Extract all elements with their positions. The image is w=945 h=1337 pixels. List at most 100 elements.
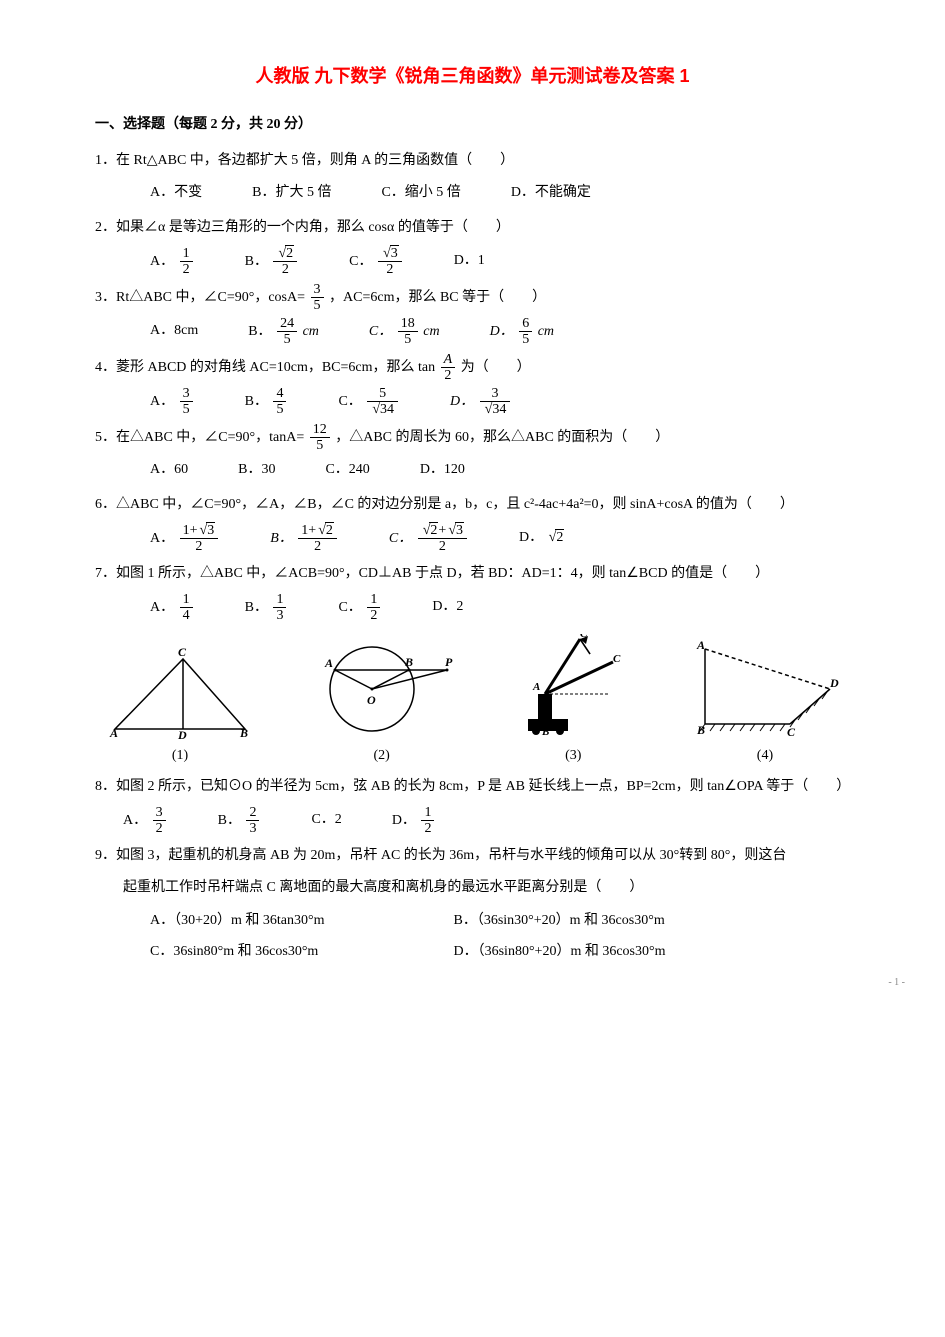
q6-c-rad2: 3 — [455, 522, 464, 538]
q4-tan-num: A — [441, 352, 456, 368]
q6-b-pre: 1+ — [301, 523, 316, 538]
svg-text:B: B — [696, 723, 705, 737]
q4-a-label: A． — [150, 394, 174, 409]
svg-text:D: D — [177, 728, 187, 739]
q7-opt-c: C． 12 — [338, 592, 382, 624]
q3-cos-num: 3 — [311, 282, 324, 298]
q8-opt-a: A． 32 — [123, 805, 168, 837]
q6-opt-a: A． 1+32 — [150, 523, 220, 555]
q1-opt-d: D．不能确定 — [511, 178, 591, 209]
question-2: 2．如果∠α 是等边三角形的一个内角，那么 cosα 的值等于（ ） A． 12… — [95, 213, 850, 278]
q6-text: 6．△ABC 中，∠C=90°，∠A，∠B，∠C 的对边分别是 a，b，c，且 … — [95, 490, 850, 521]
question-1: 1．在 Rt△ABC 中，各边都扩大 5 倍，则角 A 的三角函数值（ ） A．… — [95, 146, 850, 210]
q3-b-label: B． — [248, 324, 271, 339]
q6-c-den: 2 — [418, 539, 467, 554]
figures-row: A B C D (1) A B P O (2) — [95, 634, 850, 768]
q5-tan-den: 5 — [310, 438, 330, 453]
q4-b-label: B． — [245, 394, 268, 409]
q3-d-den: 5 — [519, 332, 532, 347]
q3-opt-d: D． 65 cm — [490, 316, 554, 348]
q8-d-label: D． — [392, 813, 416, 828]
svg-text:C: C — [178, 645, 187, 659]
q5-pre: 5．在△ABC 中，∠C=90°，tanA= — [95, 430, 304, 445]
q9-text1: 9．如图 3，起重机的机身高 AB 为 20m，吊杆 AC 的长为 36m，吊杆… — [95, 841, 850, 872]
q1-text: 1．在 Rt△ABC 中，各边都扩大 5 倍，则角 A 的三角函数值（ ） — [95, 146, 850, 177]
q2-opt-a: A． 12 — [150, 246, 195, 278]
q3-text: 3．Rt△ABC 中，∠C=90°，cosA= 35 ，AC=6cm，那么 BC… — [95, 282, 850, 314]
figure-3-svg: A B C C' — [508, 634, 638, 739]
q4-d-label: D． — [450, 394, 474, 409]
q6-opt-c: C． 2+32 — [389, 523, 469, 555]
figure-3-label: (3) — [508, 743, 638, 768]
q3-pre: 3．Rt△ABC 中，∠C=90°，cosA= — [95, 290, 305, 305]
q6-opt-b: B． 1+22 — [270, 523, 339, 555]
q2-a-num: 1 — [180, 246, 193, 262]
q2-opt-c: C． 32 — [349, 246, 404, 278]
q6-c-rad1: 2 — [429, 522, 438, 538]
q9-opt-a: A．（30+20）m 和 36tan30°m — [150, 906, 450, 937]
q4-opt-c: C． 534 — [338, 386, 400, 418]
svg-text:A: A — [324, 656, 333, 670]
svg-text:B: B — [239, 726, 248, 739]
q4-d-num: 3 — [480, 386, 511, 402]
q9-opt-d: D．（36sin80°+20）m 和 36cos30°m — [454, 944, 666, 959]
q8-opt-b: B． 23 — [218, 805, 262, 837]
q4-d-rad: 34 — [491, 401, 507, 417]
question-5: 5．在△ABC 中，∠C=90°，tanA= 125 ，△ABC 的周长为 60… — [95, 422, 850, 487]
q4-a-den: 5 — [180, 402, 193, 417]
figure-3: A B C C' (3) — [508, 634, 638, 768]
q3-c-label: C． — [369, 324, 392, 339]
q2-c-rad: 3 — [390, 245, 399, 261]
q6-a-pre: 1+ — [183, 523, 198, 538]
q3-c-unit: cm — [423, 324, 439, 339]
q7-b-den: 3 — [273, 608, 286, 623]
q4-b-num: 4 — [273, 386, 286, 402]
q2-b-label: B． — [245, 254, 268, 269]
svg-text:O: O — [367, 693, 376, 707]
q6-c-label: C． — [389, 531, 412, 546]
question-7: 7．如图 1 所示，△ABC 中，∠ACB=90°，CD⊥AB 于点 D，若 B… — [95, 559, 850, 624]
page-number: - 1 - — [888, 974, 905, 992]
q3-d-num: 6 — [519, 316, 532, 332]
figure-2-label: (2) — [307, 743, 457, 768]
q3-b-unit: cm — [303, 324, 319, 339]
q6-a-rad: 3 — [206, 522, 215, 538]
q5-opt-d: D．120 — [420, 455, 465, 486]
q7-a-den: 4 — [180, 608, 193, 623]
q8-opt-c: C．2 — [311, 805, 341, 837]
q4-c-num: 5 — [367, 386, 398, 402]
q3-opt-a: A．8cm — [150, 316, 198, 348]
figure-1-label: (1) — [105, 743, 255, 768]
figure-4: A B C D (4) — [690, 639, 840, 768]
q4-opt-d: D． 334 — [450, 386, 512, 418]
q4-a-num: 3 — [180, 386, 193, 402]
svg-text:A: A — [532, 681, 540, 693]
svg-text:C: C — [613, 653, 621, 665]
svg-text:D: D — [829, 676, 839, 690]
question-8: 8．如图 2 所示，已知⊙O 的半径为 5cm，弦 AB 的长为 8cm，P 是… — [95, 772, 850, 837]
q4-tan-den: 2 — [441, 368, 456, 383]
q6-a-label: A． — [150, 531, 174, 546]
q5-text: 5．在△ABC 中，∠C=90°，tanA= 125 ，△ABC 的周长为 60… — [95, 422, 850, 454]
question-3: 3．Rt△ABC 中，∠C=90°，cosA= 35 ，AC=6cm，那么 BC… — [95, 282, 850, 348]
q3-d-unit: cm — [538, 324, 554, 339]
q5-opt-c: C．240 — [325, 455, 369, 486]
q4-text: 4．菱形 ABCD 的对角线 AC=10cm，BC=6cm，那么 tan A2 … — [95, 352, 850, 384]
figure-4-svg: A B C D — [690, 639, 840, 739]
q8-a-label: A． — [123, 813, 147, 828]
q7-c-label: C． — [338, 600, 361, 615]
figure-1: A B C D (1) — [105, 644, 255, 768]
q3-opt-c: C． 185 cm — [369, 316, 440, 348]
question-4: 4．菱形 ABCD 的对角线 AC=10cm，BC=6cm，那么 tan A2 … — [95, 352, 850, 418]
q2-b-den: 2 — [273, 262, 297, 277]
q2-b-rad: 2 — [285, 245, 294, 261]
q6-c-plus: + — [438, 523, 446, 538]
q7-c-num: 1 — [367, 592, 380, 608]
q3-b-den: 5 — [277, 332, 297, 347]
q4-opt-b: B． 45 — [245, 386, 289, 418]
q2-c-den: 2 — [378, 262, 402, 277]
q8-b-label: B． — [218, 813, 241, 828]
q2-text: 2．如果∠α 是等边三角形的一个内角，那么 cosα 的值等于（ ） — [95, 213, 850, 244]
q7-c-den: 2 — [367, 608, 380, 623]
q9-text2: 起重机工作时吊杆端点 C 离地面的最大高度和离机身的最远水平距离分别是（ ） — [95, 873, 850, 904]
